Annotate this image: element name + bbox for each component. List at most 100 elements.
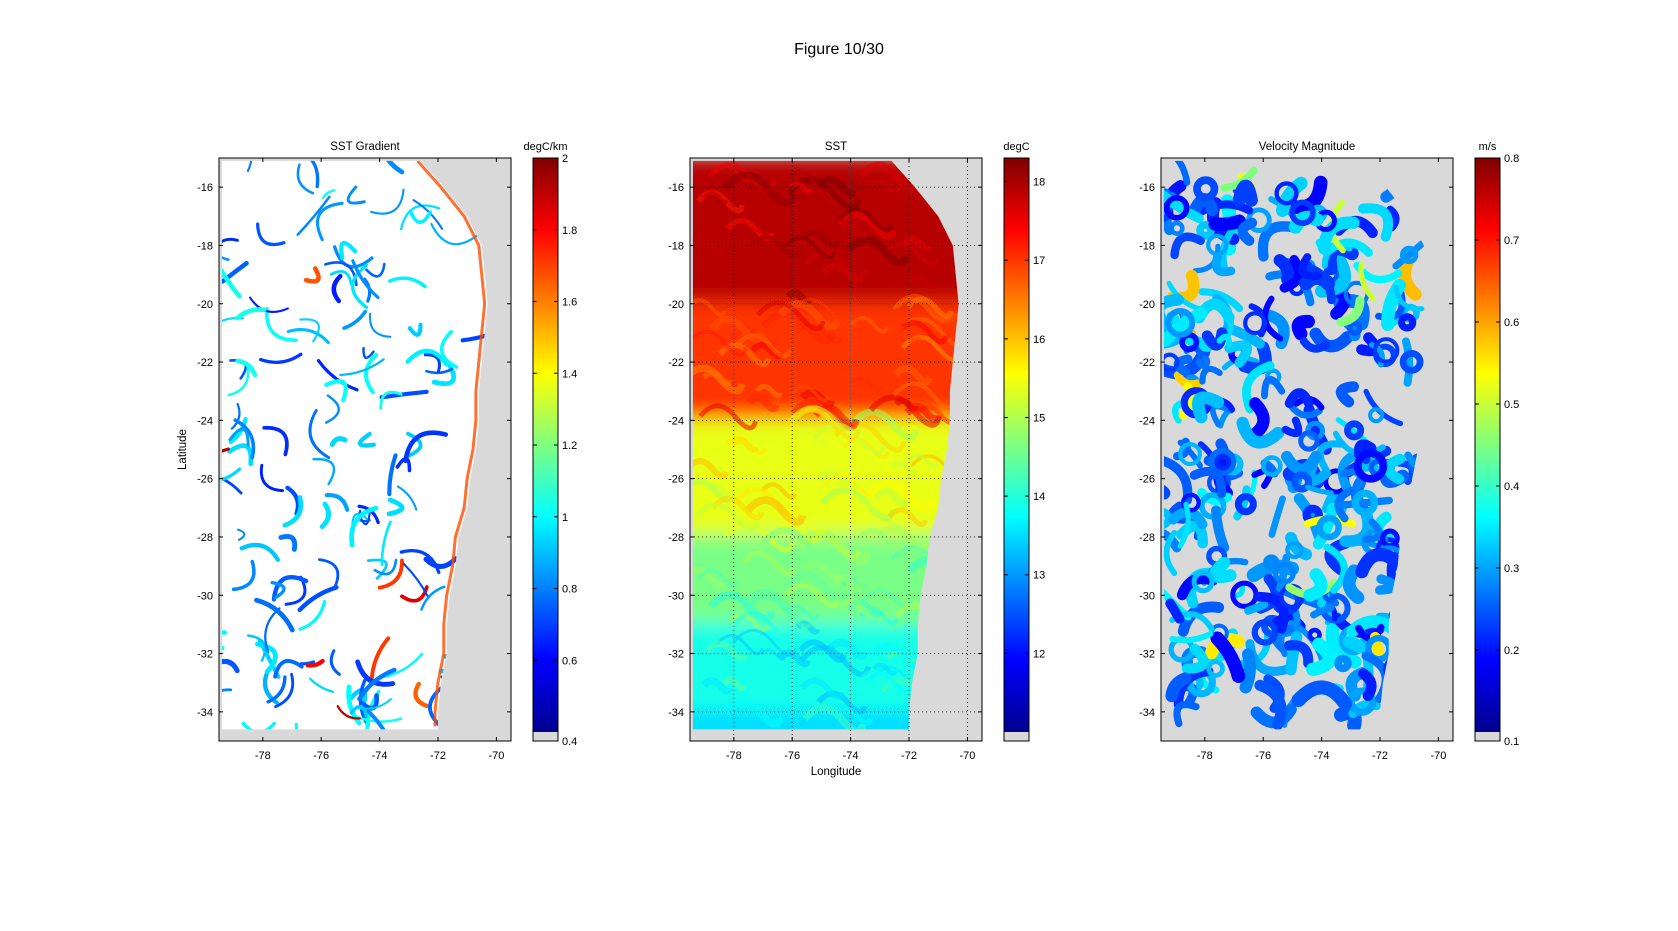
gradient-filament: [221, 471, 243, 495]
gradient-filament: [381, 652, 424, 679]
velocity-filament: [1191, 391, 1225, 424]
sst-swirl: [733, 611, 795, 639]
eddy-ring: [1206, 659, 1225, 678]
sst-swirl: [784, 582, 841, 609]
colorbar: 12 13 14 15 16 17 18 degC: [1003, 141, 1045, 742]
colorbar-tick-label: 0.6: [1504, 317, 1519, 329]
velocity-filament: [1337, 496, 1393, 509]
gradient-filament: [420, 585, 446, 611]
y-tick-label: -20: [197, 299, 213, 311]
eddy-ring: [1344, 420, 1365, 441]
sst-swirl: [704, 640, 749, 663]
sst-swirl: [760, 648, 787, 661]
velocity-filament: [1386, 205, 1400, 232]
eddy-ring: [1372, 337, 1400, 364]
x-tick-label: -70: [488, 750, 504, 762]
gradient-filament: [407, 322, 423, 337]
gradient-filament: [235, 358, 258, 378]
gradient-filament: [324, 261, 358, 287]
y-tick-label: -34: [197, 707, 213, 719]
gradient-filament: [355, 659, 396, 687]
gradient-filament: [368, 312, 392, 338]
gradient-filament: [316, 201, 344, 242]
heatmap-field: [692, 160, 959, 730]
sst-swirl: [697, 568, 739, 588]
velocity-filament: [1165, 672, 1192, 703]
velocity-filament: [1244, 600, 1269, 615]
y-tick-label: -34: [1139, 707, 1155, 719]
eddy-ring: [1368, 407, 1385, 424]
y-tick-label: -28: [1139, 532, 1155, 544]
y-tick-label: -24: [197, 415, 213, 427]
gradient-filament: [299, 318, 320, 343]
colorbar-tick-label: 18: [1033, 177, 1045, 189]
sst-swirl: [839, 223, 869, 239]
panel-velocity-magnitude: -78 -76 -74 -72 -70 -16 -18 -20 -22 -24 -26 -28 -30 -…: [1139, 141, 1519, 762]
y-tick-label: -26: [1139, 474, 1155, 486]
gradient-filament: [413, 681, 429, 709]
velocity-filament: [1312, 502, 1339, 550]
gradient-filament: [227, 443, 254, 467]
velocity-filament: [1316, 440, 1346, 474]
gradient-filament: [370, 188, 405, 215]
axes-frame: [689, 157, 983, 742]
sst-swirl: [799, 677, 845, 700]
eddy-ring: [1347, 320, 1363, 336]
sst-swirl: [785, 170, 832, 192]
x-tick-label: -72: [430, 750, 446, 762]
sst-swirl: [746, 393, 780, 413]
sst-swirl: [832, 574, 865, 592]
x-tick-label: -76: [1255, 750, 1271, 762]
gradient-filament: [259, 463, 284, 493]
gradient-filament: [249, 296, 289, 313]
velocity-filament: [1342, 635, 1367, 654]
colorbar-tick-label: 0.7: [1504, 235, 1519, 247]
sst-swirl: [703, 191, 728, 206]
sst-swirl: [700, 677, 733, 695]
velocity-filament: [1393, 284, 1425, 312]
gradient-filament: [386, 497, 405, 517]
colorbar-tick-label: 1.6: [562, 297, 577, 309]
colorbar-label: m/s: [1479, 141, 1497, 153]
colorbar-tick-label: 17: [1033, 255, 1045, 267]
sst-swirl: [872, 662, 898, 676]
velocity-filament: [1165, 598, 1185, 624]
sst-swirl: [868, 174, 901, 191]
gradient-filament: [230, 402, 241, 430]
gradient-filament: [402, 562, 430, 599]
colorbar-frame: [1474, 157, 1501, 742]
velocity-filament: [1169, 630, 1214, 644]
sst-swirl: [787, 297, 860, 330]
sst-swirl: [850, 408, 920, 441]
y-tick-label: -34: [668, 707, 684, 719]
gradient-filament: [356, 698, 392, 710]
colorbar-tick-label: 0.2: [1504, 645, 1519, 657]
gradient-filament: [255, 222, 286, 247]
gradient-filament: [379, 390, 403, 410]
colorbar-below-range: [1475, 732, 1500, 741]
gradient-filament: [284, 160, 320, 189]
sst-swirl: [841, 597, 872, 615]
gradient-filament: [282, 495, 304, 528]
gradient-filament: [265, 306, 298, 342]
y-tick-label: -18: [1139, 240, 1155, 252]
sst-swirl: [892, 365, 933, 386]
x-tick-label: -78: [255, 750, 271, 762]
gradient-filament: [342, 309, 367, 331]
gradient-filament: [324, 379, 348, 403]
gradient-filament: [231, 559, 256, 592]
sst-swirl: [803, 249, 869, 280]
sst-swirl: [790, 398, 860, 431]
colorbar-below-range: [533, 732, 558, 741]
gradient-filament: [331, 273, 343, 304]
gradient-filament: [380, 520, 392, 567]
sst-swirl: [745, 588, 806, 618]
gradient-filament: [297, 585, 339, 613]
sst-swirl: [761, 527, 835, 561]
gradient-filament: [364, 352, 379, 395]
gradient-filament: [349, 704, 368, 718]
gradient-filament: [400, 585, 429, 603]
sst-swirl: [842, 437, 891, 460]
velocity-filament: [1299, 337, 1330, 353]
velocity-filament: [1336, 296, 1365, 327]
